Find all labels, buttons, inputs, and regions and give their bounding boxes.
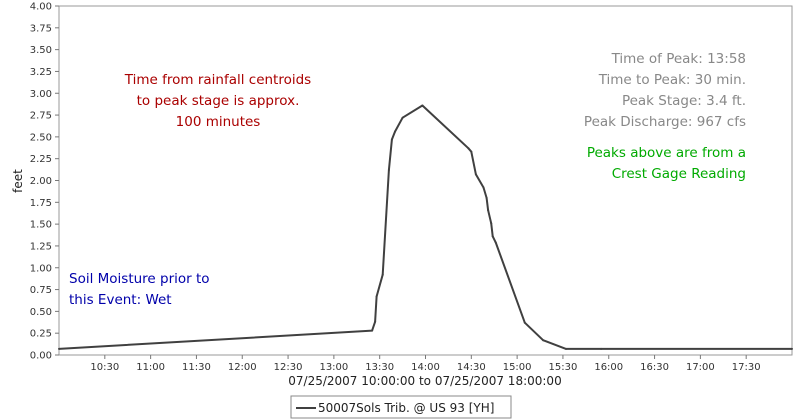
x-axis: 10:30 11:00 11:30 12:00 12:30 13:00 13:30 14:00… <box>90 355 761 373</box>
x-tick-label: 14:00 <box>411 362 440 373</box>
annotation-peak-stats: Time to Peak: 30 min. <box>598 72 746 88</box>
x-tick-label: 17:30 <box>732 362 761 373</box>
annotation-crest-note: Crest Gage Reading <box>612 166 746 182</box>
y-tick-label: 1.00 <box>30 263 52 274</box>
annotation-centroid: Time from rainfall centroids <box>124 72 311 88</box>
y-tick-label: 1.50 <box>30 220 52 231</box>
annotation-crest-note: Peaks above are from a <box>587 145 746 161</box>
data-point <box>375 295 378 298</box>
x-tick-label: 12:30 <box>274 362 303 373</box>
y-tick-label: 0.00 <box>30 351 52 362</box>
data-point <box>491 235 494 238</box>
data-point <box>791 347 793 350</box>
legend: 50007Sols Trib. @ US 93 [YH] <box>290 395 512 419</box>
x-tick-label: 14:30 <box>457 362 486 373</box>
x-tick-label: 13:30 <box>365 362 394 373</box>
series-line <box>58 104 792 350</box>
data-point <box>485 196 488 199</box>
data-point <box>494 241 497 244</box>
data-point <box>474 173 477 176</box>
data-point <box>470 150 473 153</box>
series-layer <box>58 104 793 350</box>
x-tick-label: 15:30 <box>549 362 578 373</box>
annotation-peak-stats: Peak Stage: 3.4 ft. <box>622 93 746 109</box>
y-tick-label: 2.25 <box>30 154 52 165</box>
data-point <box>490 222 493 225</box>
annotation-centroid: to peak stage is approx. <box>137 93 300 109</box>
x-tick-label: 15:00 <box>503 362 532 373</box>
y-axis: 0.00 0.25 0.50 0.75 1.00 1.25 1.50 1.75 2.00 2.25… <box>30 2 59 362</box>
annotation-soil: this Event: Wet <box>69 292 172 308</box>
x-tick-label: 13:00 <box>319 362 348 373</box>
data-point <box>374 320 377 323</box>
y-tick-label: 3.50 <box>30 45 52 56</box>
y-tick-label: 0.75 <box>30 285 52 296</box>
data-point <box>467 147 470 150</box>
x-tick-label: 17:00 <box>686 362 715 373</box>
y-tick-label: 3.25 <box>30 67 52 78</box>
data-point <box>371 329 374 332</box>
x-axis-title: 07/25/2007 10:00:00 to 07/25/2007 18:00:… <box>288 374 561 388</box>
data-point <box>387 169 390 171</box>
y-axis-title: feet <box>11 169 25 193</box>
x-tick-label: 11:00 <box>136 362 165 373</box>
y-tick-label: 3.00 <box>30 89 52 100</box>
x-tick-label: 10:30 <box>90 362 119 373</box>
y-tick-label: 2.50 <box>30 132 52 143</box>
y-tick-label: 0.25 <box>30 329 52 340</box>
data-point <box>565 347 567 350</box>
y-tick-label: 0.50 <box>30 307 52 318</box>
data-point <box>381 273 384 276</box>
data-point <box>523 321 526 324</box>
plot-area <box>58 5 793 356</box>
data-point <box>487 209 490 212</box>
x-tick-label: 12:00 <box>228 362 257 373</box>
annotation-peak-stats: Time of Peak: 13:58 <box>611 51 746 67</box>
y-tick-label: 2.00 <box>30 176 52 187</box>
x-tick-label: 16:30 <box>640 362 669 373</box>
annotation-peak-stats: Peak Discharge: 967 cfs <box>584 114 746 130</box>
annotation-soil: Soil Moisture prior to <box>69 271 210 287</box>
x-tick-label: 11:30 <box>182 362 211 373</box>
data-point <box>394 130 396 133</box>
data-point <box>390 138 393 141</box>
data-point <box>401 116 404 119</box>
annotations: Time from rainfall centroids to peak stag… <box>69 51 746 308</box>
data-point <box>421 104 424 107</box>
data-point <box>542 339 545 342</box>
data-point <box>482 186 485 189</box>
legend-label: 50007Sols Trib. @ US 93 [YH] <box>318 401 494 415</box>
y-tick-label: 2.75 <box>30 111 52 122</box>
legend-box <box>290 395 512 419</box>
x-tick-label: 16:00 <box>594 362 623 373</box>
annotation-centroid: 100 minutes <box>176 114 261 130</box>
data-point <box>600 347 603 350</box>
y-tick-label: 1.25 <box>30 241 52 252</box>
y-tick-label: 3.75 <box>30 23 52 34</box>
y-tick-label: 1.75 <box>30 198 52 209</box>
y-tick-label: 4.00 <box>30 2 52 13</box>
data-point <box>58 347 60 350</box>
